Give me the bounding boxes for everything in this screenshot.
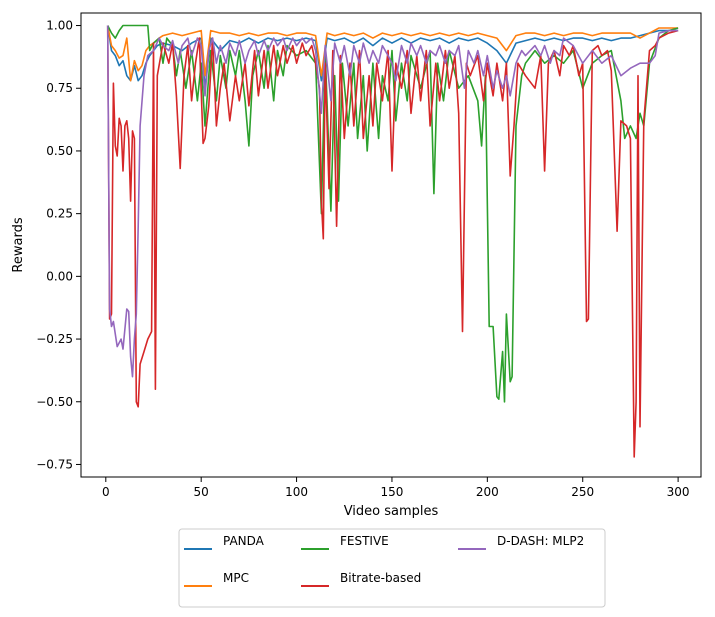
- y-tick-label: −0.75: [36, 457, 73, 471]
- y-tick-label: −0.25: [36, 332, 73, 346]
- y-tick-label: 0.75: [46, 81, 73, 95]
- y-tick-label: −0.50: [36, 395, 73, 409]
- x-tick-label: 150: [381, 485, 404, 499]
- y-tick-label: 0.00: [46, 269, 73, 283]
- legend-label: PANDA: [223, 534, 265, 548]
- legend-label: FESTIVE: [340, 534, 389, 548]
- x-tick-label: 100: [285, 485, 308, 499]
- legend-label: D-DASH: MLP2: [497, 534, 584, 548]
- x-tick-label: 0: [102, 485, 110, 499]
- x-tick-label: 300: [667, 485, 690, 499]
- plot-frame: [80, 12, 702, 478]
- legend-label: MPC: [223, 571, 249, 585]
- y-axis-label: Rewards: [11, 217, 26, 272]
- legend-label: Bitrate-based: [340, 571, 421, 585]
- x-axis-label: Video samples: [344, 504, 439, 519]
- plot-background: [81, 13, 701, 477]
- x-tick-label: 200: [476, 485, 499, 499]
- y-tick-label: 1.00: [46, 19, 73, 33]
- x-tick-label: 250: [571, 485, 594, 499]
- x-tick-label: 50: [194, 485, 209, 499]
- y-axis: −0.75 −0.50 −0.25 0.00 0.25 0.50 0.75 1.00: [36, 19, 81, 471]
- legend: PANDA MPC FESTIVE Bitrate-based D-DASH: MLP2: [178, 528, 606, 608]
- series-layer: [106, 24, 679, 458]
- x-axis: 0 50 100 150 200 250 300: [102, 477, 690, 499]
- legend-frame: [178, 528, 606, 608]
- y-tick-label: 0.50: [46, 144, 73, 158]
- y-tick-label: 0.25: [46, 207, 73, 221]
- series-line-d-dash-mlp2: [106, 25, 679, 378]
